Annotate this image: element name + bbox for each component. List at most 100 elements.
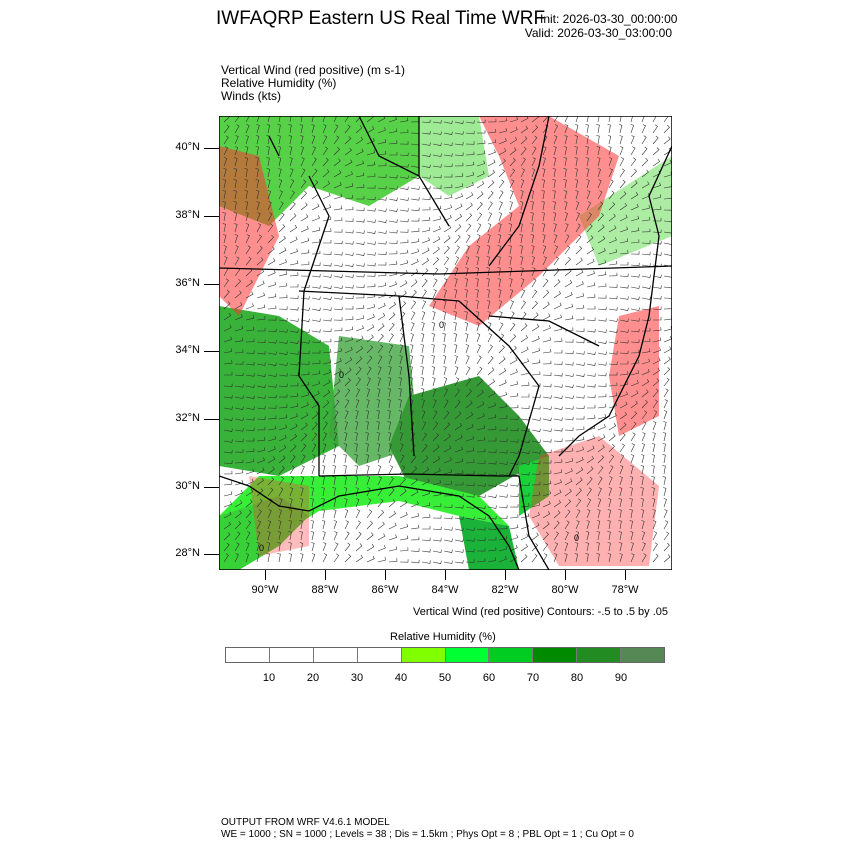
wind-barb bbox=[608, 340, 618, 344]
wind-barb bbox=[432, 215, 442, 222]
wind-barb bbox=[498, 212, 503, 222]
wind-barb bbox=[223, 481, 233, 486]
wind-barb bbox=[498, 438, 508, 443]
wind-barb bbox=[630, 135, 635, 145]
wind-barb bbox=[564, 201, 568, 211]
wind-barb bbox=[498, 483, 508, 487]
wind-barb bbox=[311, 329, 321, 333]
wind-barb bbox=[245, 384, 255, 388]
wind-barb bbox=[498, 427, 508, 431]
wind-barb bbox=[662, 476, 666, 486]
wind-barb bbox=[454, 152, 464, 156]
wind-barb bbox=[399, 259, 409, 266]
wind-barb bbox=[421, 502, 431, 508]
wind-barb bbox=[222, 201, 226, 211]
wind-barb bbox=[465, 423, 474, 431]
colorbar-title: Relative Humidity (%) bbox=[390, 631, 496, 643]
wind-barb bbox=[552, 201, 556, 211]
wind-barb bbox=[421, 443, 428, 453]
wind-barb bbox=[476, 140, 486, 145]
wind-barb bbox=[366, 283, 376, 288]
wind-barb bbox=[300, 318, 310, 322]
wind-barb bbox=[619, 443, 625, 453]
wind-barb bbox=[410, 289, 417, 299]
wind-barb bbox=[662, 443, 666, 453]
wind-barb bbox=[498, 379, 507, 387]
wind-barb bbox=[333, 229, 343, 233]
wind-barb bbox=[530, 223, 534, 233]
wind-barb bbox=[652, 378, 660, 387]
wind-barb bbox=[256, 488, 264, 497]
wind-barb bbox=[277, 124, 281, 134]
wind-barb bbox=[465, 482, 475, 487]
wind-barb bbox=[618, 542, 623, 552]
wind-barb bbox=[663, 520, 669, 530]
wind-barb bbox=[344, 159, 353, 167]
wind-barb bbox=[443, 256, 450, 266]
wind-barb bbox=[399, 454, 405, 464]
wind-barb bbox=[487, 190, 494, 200]
wind-barb bbox=[234, 459, 244, 464]
wind-barb bbox=[289, 393, 299, 398]
wind-barb bbox=[608, 476, 613, 486]
wind-barb bbox=[652, 316, 662, 321]
wind-barb bbox=[564, 468, 573, 475]
lat-tick bbox=[204, 148, 219, 149]
wind-barb bbox=[629, 498, 633, 508]
wind-barb bbox=[454, 256, 460, 266]
wind-barb bbox=[432, 153, 442, 157]
wind-barb bbox=[289, 454, 296, 464]
colorbar-label: 10 bbox=[262, 672, 276, 684]
wind-barb bbox=[278, 520, 282, 530]
wind-barb bbox=[377, 139, 387, 145]
wind-barb bbox=[223, 312, 232, 321]
wind-barb bbox=[630, 465, 634, 475]
wind-barb bbox=[366, 532, 374, 541]
wind-barb bbox=[575, 362, 585, 366]
wind-barb bbox=[278, 247, 287, 255]
wind-barb bbox=[343, 465, 347, 475]
wind-barb bbox=[443, 204, 452, 211]
wind-barb bbox=[652, 421, 657, 431]
wind-barb bbox=[465, 213, 473, 222]
wind-barb bbox=[509, 483, 519, 487]
wind-barb bbox=[443, 492, 453, 497]
wind-barb bbox=[245, 499, 253, 508]
wind-barb bbox=[277, 135, 281, 145]
wind-barb bbox=[355, 356, 363, 365]
wind-barb bbox=[586, 212, 592, 222]
wind-barb bbox=[399, 197, 409, 201]
wind-barb bbox=[619, 391, 628, 398]
wind-barb bbox=[344, 346, 353, 354]
wind-barb bbox=[630, 432, 636, 442]
wind-barb bbox=[564, 339, 574, 343]
wind-barb bbox=[399, 344, 404, 354]
wind-barb bbox=[443, 366, 447, 376]
wind-barb bbox=[498, 356, 506, 365]
wind-barb bbox=[267, 415, 277, 420]
wind-barb bbox=[531, 512, 540, 519]
wind-barb bbox=[608, 272, 618, 277]
wind-barb bbox=[267, 466, 275, 475]
wind-barb bbox=[475, 300, 479, 310]
wind-barb bbox=[234, 438, 244, 443]
wind-barb bbox=[278, 498, 283, 508]
wind-barb bbox=[498, 546, 508, 552]
wind-barb bbox=[266, 542, 271, 552]
wind-barb bbox=[663, 207, 672, 211]
wind-barb bbox=[333, 116, 338, 123]
wind-barb bbox=[498, 190, 504, 200]
wind-barb bbox=[344, 183, 354, 189]
wind-barb bbox=[344, 136, 352, 145]
wind-barb bbox=[597, 487, 602, 497]
wind-barb bbox=[564, 406, 574, 410]
wind-barb bbox=[465, 171, 475, 178]
wind-barb bbox=[267, 520, 272, 530]
wind-barb bbox=[465, 538, 475, 542]
wind-barb bbox=[630, 227, 640, 233]
wind-barb bbox=[366, 313, 375, 321]
wind-barb bbox=[399, 280, 408, 288]
wind-barb bbox=[531, 543, 539, 552]
wind-barb bbox=[223, 324, 232, 332]
wind-barb bbox=[564, 362, 574, 366]
